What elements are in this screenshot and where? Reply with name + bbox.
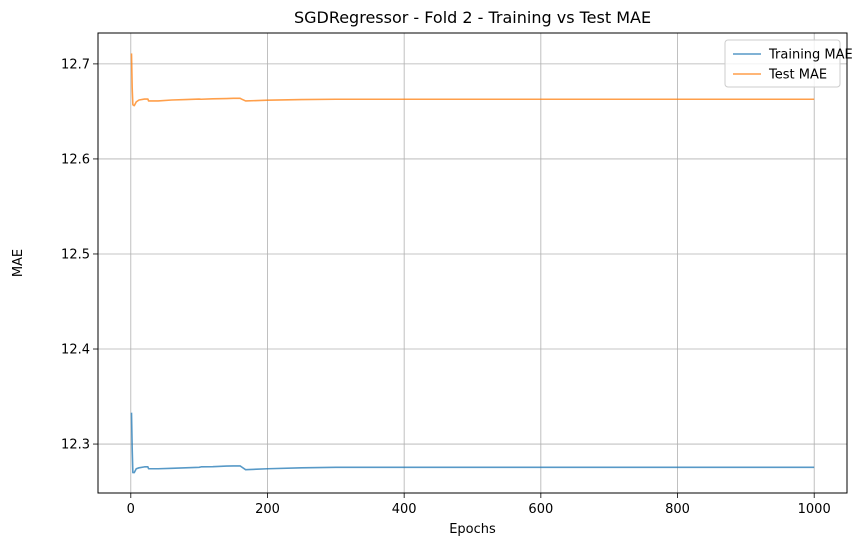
x-tick-label: 200 xyxy=(255,502,280,517)
y-axis-title: MAE xyxy=(11,249,26,277)
y-tick-label: 12.5 xyxy=(61,247,90,262)
x-axis-title: Epochs xyxy=(449,522,496,537)
x-tick-label: 1000 xyxy=(798,502,831,517)
series-line-training-mae xyxy=(130,412,815,474)
y-tick-label: 12.7 xyxy=(61,57,90,72)
y-tick-label: 12.6 xyxy=(61,152,90,167)
ticks: 0 200 400 600 800 1000 12.3 12.4 12.5 12.6 12.7 xyxy=(61,57,831,517)
x-tick-label: 800 xyxy=(665,502,690,517)
plot-frame xyxy=(97,32,848,494)
legend: Training MAE Test MAE xyxy=(724,39,853,88)
legend-label: Training MAE xyxy=(768,48,853,63)
x-tick-label: 400 xyxy=(392,502,417,517)
legend-label: Test MAE xyxy=(768,68,827,83)
x-tick-label: 0 xyxy=(127,502,135,517)
y-tick-label: 12.3 xyxy=(61,438,90,453)
x-tick-label: 600 xyxy=(528,502,553,517)
y-tick-label: 12.4 xyxy=(61,343,90,358)
chart-title: SGDRegressor - Fold 2 - Training vs Test… xyxy=(294,8,651,27)
series-layer xyxy=(130,53,815,474)
series-line-test-mae xyxy=(130,53,815,107)
grid xyxy=(98,33,847,493)
legend-box xyxy=(724,39,841,88)
